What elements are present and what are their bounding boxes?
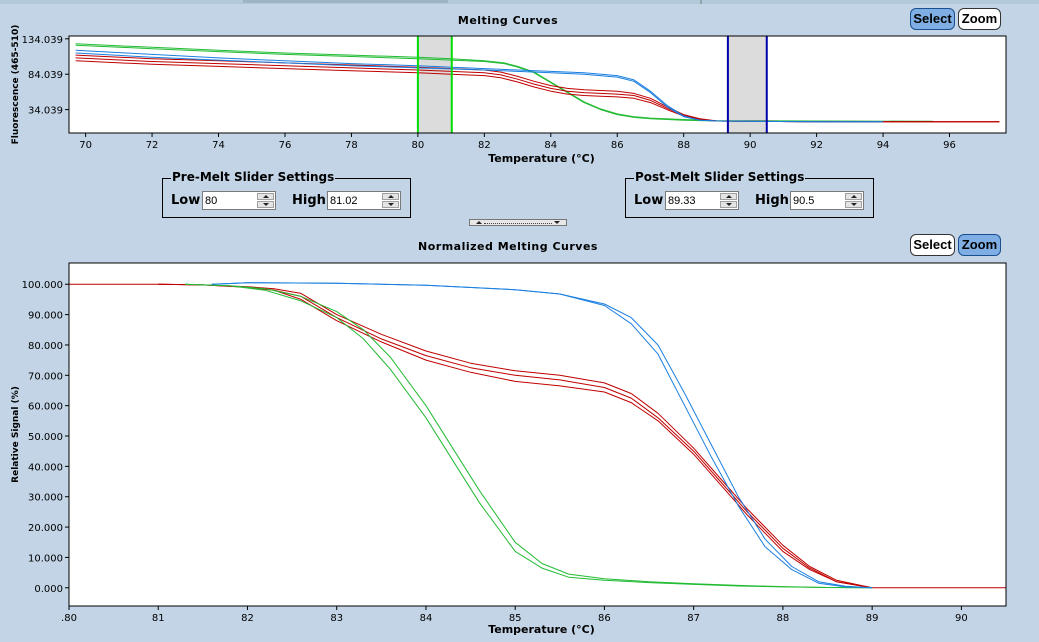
normalized-series-red-3 xyxy=(158,283,873,589)
post-melt-low-label: Low xyxy=(634,193,664,208)
melting-x-tick-label: 92 xyxy=(810,140,823,151)
melting-x-axis-label: Temperature (°C) xyxy=(488,152,595,165)
normalized-x-tick-label: 81 xyxy=(152,613,165,624)
bottom-zoom-button[interactable]: Zoom xyxy=(958,234,1001,256)
normalized-y-tick-label: 70.000 xyxy=(28,371,63,382)
post-melt-title: Post-Melt Slider Settings xyxy=(634,170,806,184)
post-melt-high-down-icon[interactable] xyxy=(845,201,862,208)
melting-x-tick-label: 70 xyxy=(79,140,92,151)
melting-series-red-3 xyxy=(75,54,1000,123)
normalized-series-blue-2 xyxy=(211,282,873,589)
normalized-series-green-2 xyxy=(184,283,873,589)
normalized-x-tick-label: 82 xyxy=(241,613,254,624)
normalized-x-tick-label: 84 xyxy=(420,613,433,624)
normalized-x-tick-label: 90 xyxy=(955,613,968,624)
melting-series-green-2 xyxy=(75,43,933,122)
normalized-x-tick-label: 83 xyxy=(330,613,343,624)
normalized-x-tick-label: 86 xyxy=(598,613,611,624)
normalized-x-tick-label: 87 xyxy=(687,613,700,624)
post-melt-high-input[interactable] xyxy=(792,193,846,208)
pre-melt-high-spinner[interactable] xyxy=(327,191,401,210)
normalized-y-tick-label: 100.000 xyxy=(22,280,63,291)
normalized-curves-title: Normalized Melting Curves xyxy=(418,240,598,253)
pre-melt-low-label: Low xyxy=(171,193,201,208)
melting-y-axis-label: Fluorescence (465-510) xyxy=(11,25,21,145)
normalized-x-tick-label: 85 xyxy=(509,613,522,624)
normalized-series-green-1 xyxy=(184,283,873,589)
post-melt-high-spinner[interactable] xyxy=(790,191,864,210)
bottom-select-button[interactable]: Select xyxy=(910,234,955,256)
melting-x-tick-label: 96 xyxy=(943,140,956,151)
post-melt-high-up-icon[interactable] xyxy=(845,193,862,200)
melting-x-tick-label: 80 xyxy=(412,140,425,151)
pre-melt-high-label: High xyxy=(292,193,326,208)
melting-y-tick-label: 34.039 xyxy=(28,106,63,117)
normalized-y-axis-label: Relative Signal (%) xyxy=(11,386,21,483)
top-zoom-button[interactable]: Zoom xyxy=(958,8,1001,30)
post-melt-low-spinner[interactable] xyxy=(665,191,739,210)
normalized-y-tick-label: 10.000 xyxy=(28,553,63,564)
splitter-handle[interactable] xyxy=(469,219,567,226)
pre-melt-high-down-icon[interactable] xyxy=(382,201,399,208)
normalized-y-tick-label: 40.000 xyxy=(28,462,63,473)
melting-x-tick-label: 86 xyxy=(611,140,624,151)
melting-series-red-2 xyxy=(75,57,1000,123)
melting-x-tick-label: 76 xyxy=(279,140,292,151)
melting-series-green-1 xyxy=(75,44,933,123)
normalized-y-tick-label: 20.000 xyxy=(28,523,63,534)
top-divider xyxy=(700,0,702,4)
normalized-x-tick-label: 89 xyxy=(866,613,879,624)
normalized-x-tick-label: 88 xyxy=(777,613,790,624)
melting-x-tick-label: 82 xyxy=(478,140,491,151)
normalized-x-axis-label: Temperature (°C) xyxy=(488,623,595,636)
normalized-plot-frame xyxy=(68,262,1007,607)
normalized-x-tick-label: .80 xyxy=(61,613,77,624)
top-select-button[interactable]: Select xyxy=(910,8,955,30)
pre-melt-low-spinner[interactable] xyxy=(202,191,276,210)
normalized-y-tick-label: 90.000 xyxy=(28,311,63,322)
pre-melt-high-input[interactable] xyxy=(329,193,383,208)
melting-plot-frame xyxy=(68,35,1007,134)
melting-curves-title: Melting Curves xyxy=(457,14,559,27)
post-melt-low-down-icon[interactable] xyxy=(720,201,737,208)
melting-x-tick-label: 78 xyxy=(345,140,358,151)
post-melt-high-label: High xyxy=(755,193,789,208)
melting-x-tick-label: 84 xyxy=(544,140,557,151)
pre-melt-slider-band xyxy=(417,36,452,133)
normalized-y-tick-label: 50.000 xyxy=(28,432,63,443)
top-tab-strip xyxy=(0,0,1039,4)
normalized-y-tick-label: 80.000 xyxy=(28,341,63,352)
normalized-y-tick-label: 0.000 xyxy=(34,584,63,595)
pre-melt-settings: Pre-Melt Slider Settings Low High xyxy=(162,170,411,218)
post-melt-low-up-icon[interactable] xyxy=(720,193,737,200)
melting-x-tick-label: 90 xyxy=(744,140,757,151)
normalized-y-tick-label: 30.000 xyxy=(28,493,63,504)
melting-series-blue-2 xyxy=(75,49,884,123)
melting-x-tick-label: 88 xyxy=(677,140,690,151)
normalized-plot-area xyxy=(69,263,1006,606)
melting-y-tick-label: 84.039 xyxy=(28,70,63,81)
melting-x-tick-label: 94 xyxy=(877,140,890,151)
melting-x-tick-label: 74 xyxy=(212,140,225,151)
post-melt-slider-band xyxy=(727,36,767,133)
top-tab[interactable] xyxy=(243,0,448,3)
pre-melt-low-input[interactable] xyxy=(204,193,258,208)
melting-x-tick-label: 72 xyxy=(146,140,159,151)
post-melt-low-input[interactable] xyxy=(667,193,721,208)
pre-melt-low-up-icon[interactable] xyxy=(257,193,274,200)
normalized-y-tick-label: 60.000 xyxy=(28,402,63,413)
post-melt-settings: Post-Melt Slider Settings Low High xyxy=(625,170,874,218)
melting-y-tick-label: 134.039 xyxy=(22,35,63,46)
pre-melt-high-up-icon[interactable] xyxy=(382,193,399,200)
pre-melt-low-down-icon[interactable] xyxy=(257,201,274,208)
pre-melt-title: Pre-Melt Slider Settings xyxy=(171,170,336,184)
